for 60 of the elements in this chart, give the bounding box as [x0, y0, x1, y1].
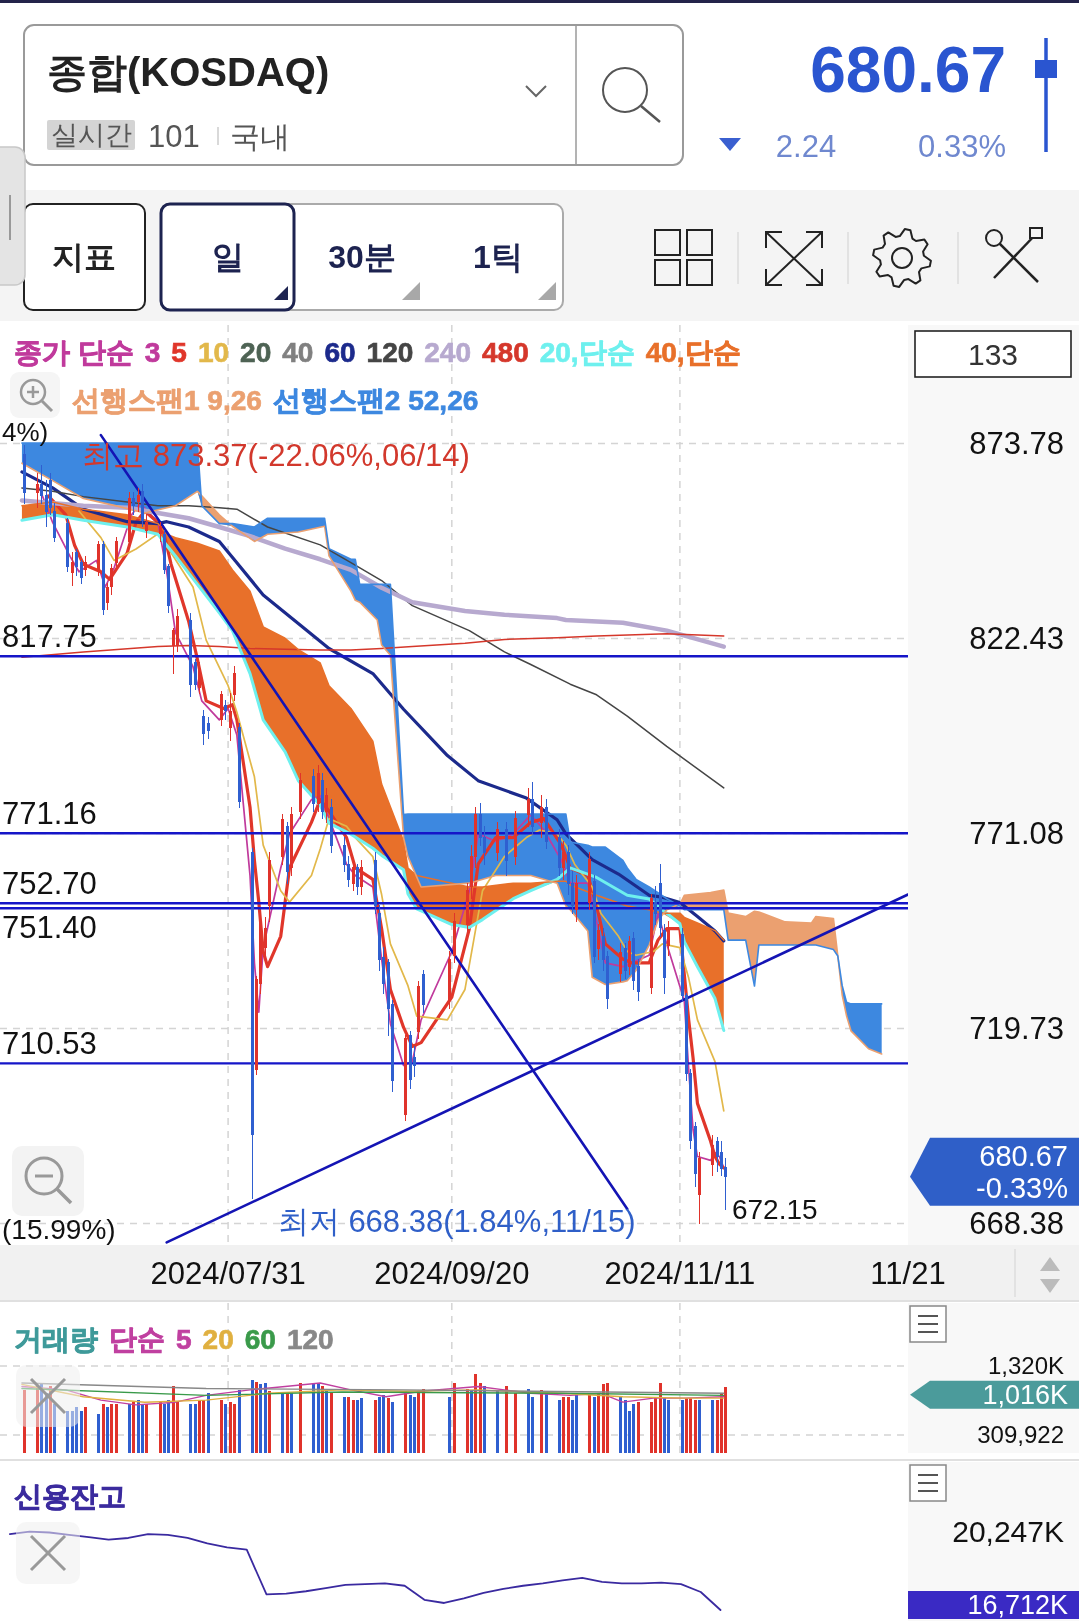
text: 40,단순 — [645, 336, 741, 368]
text: 30분 — [328, 239, 396, 275]
text: 120 — [366, 336, 414, 368]
text: 20,247K — [952, 1515, 1064, 1549]
text: 10 — [197, 336, 230, 368]
text: 101 — [148, 118, 200, 154]
text: 선행스팬2 52,26 — [272, 384, 479, 416]
text: 종합(KOSDAQ) — [47, 50, 330, 94]
y-tick-label: 309,922 — [977, 1421, 1064, 1449]
line-series — [21, 1382, 725, 1394]
text: 60 — [324, 336, 356, 368]
y-tick-label: 668.38 — [969, 1205, 1064, 1241]
text: 거래량 — [14, 1323, 98, 1355]
series-label: 120 — [286, 1323, 334, 1355]
text: 680.67 — [979, 1139, 1068, 1172]
series-label: 20 — [202, 1323, 234, 1355]
legend-label: 40 — [282, 336, 314, 368]
text: 0.33% — [918, 128, 1006, 164]
legend-title: 종가 단순 — [14, 336, 134, 368]
x-tick-label: 2024/11/11 — [604, 1255, 756, 1291]
text: 240 — [424, 336, 471, 368]
text: 480 — [482, 336, 529, 368]
text: 선행스팬1 9,26 — [72, 384, 262, 416]
y-tick-label: 1,320K — [987, 1352, 1064, 1380]
y-tick-label: 873.78 — [969, 426, 1064, 462]
text: 2.24 — [775, 128, 837, 164]
text: 국내 — [230, 119, 290, 153]
ref-line-label: 771.16 — [2, 795, 97, 831]
annotation: 최저 668.38(1.84%,11/15) — [277, 1203, 636, 1239]
series-label: 5 — [176, 1323, 192, 1355]
x-tick-label: 2024/07/31 — [150, 1255, 306, 1291]
text: 680.67 — [810, 34, 1006, 106]
line-series — [21, 1387, 725, 1397]
y-tick-label: 719.73 — [969, 1010, 1064, 1046]
text: 일 — [212, 239, 244, 275]
text: 3 — [144, 336, 161, 368]
annotation: (15.99%) — [2, 1213, 116, 1245]
annotation: 672.15 — [731, 1193, 818, 1225]
ref-line-label: 752.70 — [2, 865, 97, 901]
text: 지표 — [52, 239, 116, 275]
ref-line-label: 710.53 — [2, 1025, 97, 1061]
text: 5 — [171, 336, 187, 368]
y-tick-label: 771.08 — [969, 815, 1064, 851]
chart-title: 신용잔고 — [14, 1480, 126, 1512]
text: 16,712K — [967, 1590, 1068, 1620]
x-tick-label: 2024/09/20 — [374, 1255, 530, 1291]
text: 실시간 — [50, 120, 132, 150]
legend-label: 20 — [240, 336, 272, 368]
ref-line-label: 751.40 — [2, 909, 97, 945]
legend-title: 단순 — [109, 1323, 165, 1355]
text: 1틱 — [473, 239, 523, 275]
text: 133 — [967, 337, 1019, 371]
y-tick-label: 822.43 — [969, 621, 1064, 657]
text: 20,단순 — [539, 336, 635, 368]
ref-line-label: 817.75 — [2, 618, 97, 654]
text: -0.33% — [976, 1171, 1068, 1204]
series-label: 60 — [244, 1323, 276, 1355]
text: 11/21 — [870, 1255, 946, 1291]
text: 1,016K — [982, 1379, 1068, 1410]
annotation: 4%) — [2, 417, 49, 447]
